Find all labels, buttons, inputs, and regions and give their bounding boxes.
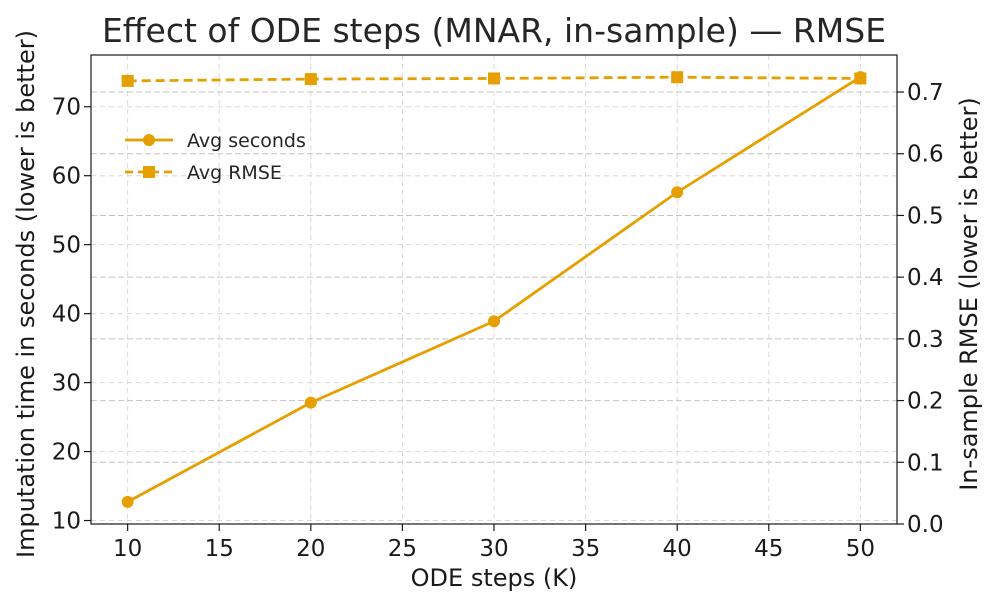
data-point-rmse: [488, 72, 500, 85]
data-point-rmse: [121, 74, 134, 87]
y-tick-label: 60: [52, 164, 81, 190]
y-tick-label: 20: [52, 440, 81, 466]
y-tick-label: 40: [52, 302, 81, 328]
y-tick-label: 50: [52, 233, 81, 259]
y2-tick-label: 0.7: [907, 80, 944, 106]
y2-tick-label: 0.2: [907, 389, 944, 415]
y2-tick-label: 0.0: [907, 512, 944, 538]
y-tick-label: 70: [52, 95, 81, 121]
legend-label-rmse: Avg RMSE: [187, 162, 282, 184]
x-tick-label: 20: [296, 536, 325, 562]
y2-tick-label: 0.4: [907, 265, 944, 291]
data-point-seconds: [121, 495, 134, 508]
x-tick-label: 30: [479, 536, 508, 562]
x-tick-label: 40: [663, 536, 692, 562]
legend-marker-rmse: [143, 166, 155, 178]
data-point-rmse: [671, 71, 684, 84]
data-point-rmse: [854, 72, 867, 85]
y2-tick-label: 0.6: [907, 142, 944, 168]
legend-marker-seconds: [143, 134, 155, 146]
y2-tick-label: 0.5: [907, 203, 944, 229]
y-tick-label: 10: [52, 509, 81, 535]
data-point-seconds: [671, 186, 684, 199]
y-axis-left: 10 20 30 40 50 60 70: [52, 95, 91, 535]
x-tick-label: 15: [205, 536, 234, 562]
legend: Avg seconds Avg RMSE: [125, 130, 306, 184]
x-axis-label: ODE steps (K): [411, 564, 578, 592]
y-axis-label: Imputation time in seconds (lower is bet…: [12, 30, 40, 558]
data-point-seconds: [488, 315, 500, 328]
y2-tick-label: 0.3: [907, 327, 944, 353]
y2-tick-label: 0.1: [907, 450, 944, 476]
data-point-rmse: [304, 73, 317, 86]
x-tick-label: 25: [388, 536, 417, 562]
x-tick-label: 45: [754, 536, 783, 562]
x-tick-label: 35: [571, 536, 600, 562]
legend-label-seconds: Avg seconds: [187, 130, 306, 152]
series-layer: [121, 71, 867, 508]
y-axis-right: 0.0 0.1 0.2 0.3 0.4 0.5 0.6 0.7: [897, 80, 944, 538]
x-tick-label: 50: [846, 536, 875, 562]
grid: [91, 55, 897, 525]
chart-title: Effect of ODE steps (MNAR, in-sample) — …: [102, 11, 886, 50]
y-tick-label: 30: [52, 371, 81, 397]
data-point-seconds: [304, 396, 317, 409]
x-tick-label: 10: [113, 536, 142, 562]
x-axis: 10 15 20 25 30 35 40 45 50: [113, 524, 875, 562]
y2-axis-label: In-sample RMSE (lower is better): [955, 97, 983, 490]
